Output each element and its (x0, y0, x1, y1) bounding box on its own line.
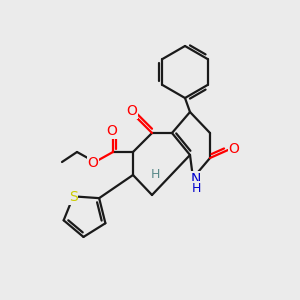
Text: H: H (191, 182, 201, 194)
Text: O: O (106, 124, 117, 138)
Text: H: H (150, 169, 160, 182)
Text: O: O (88, 156, 98, 170)
Text: O: O (229, 142, 239, 156)
Text: O: O (127, 104, 137, 118)
Text: N: N (191, 172, 201, 186)
Text: S: S (69, 190, 78, 204)
